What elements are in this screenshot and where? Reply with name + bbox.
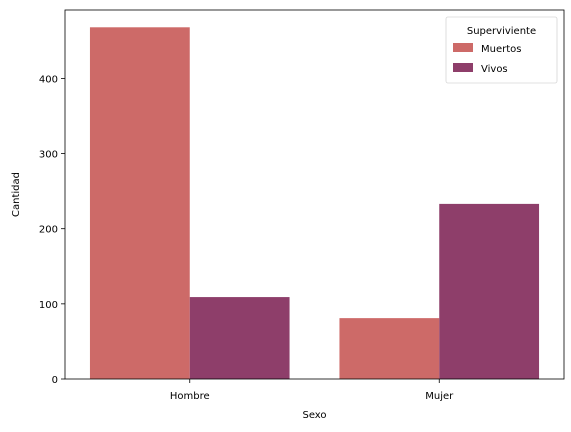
x-tick-label-mujer: Mujer <box>425 391 454 402</box>
legend-label-muertos: Muertos <box>481 44 521 55</box>
y-tick-label: 300 <box>39 150 58 161</box>
y-axis-label: Cantidad <box>11 172 22 217</box>
bars-group <box>89 27 540 379</box>
legend-swatch-muertos <box>453 43 473 52</box>
legend-title: Superviviente <box>467 26 536 37</box>
bar-muertos-mujer <box>339 318 440 379</box>
bar-vivos-mujer <box>439 203 540 379</box>
bar-muertos-hombre <box>89 27 190 379</box>
y-tick-label: 400 <box>39 74 58 85</box>
legend-box <box>445 16 558 84</box>
y-tick-label: 100 <box>39 300 58 311</box>
legend-swatch-vivos <box>453 63 473 72</box>
y-tick-label: 200 <box>39 225 58 236</box>
x-axis-label: Sexo <box>302 410 326 421</box>
bar-vivos-hombre <box>189 297 290 379</box>
y-axis: 0 100 200 300 400 <box>39 74 65 386</box>
x-axis: Hombre Mujer <box>170 379 454 402</box>
legend-label-vivos: Vivos <box>481 64 508 75</box>
x-tick-label-hombre: Hombre <box>170 391 210 402</box>
y-tick-label: 0 <box>52 375 58 386</box>
plot-frame <box>64 9 565 380</box>
legend: Superviviente Muertos Vivos <box>445 16 558 84</box>
